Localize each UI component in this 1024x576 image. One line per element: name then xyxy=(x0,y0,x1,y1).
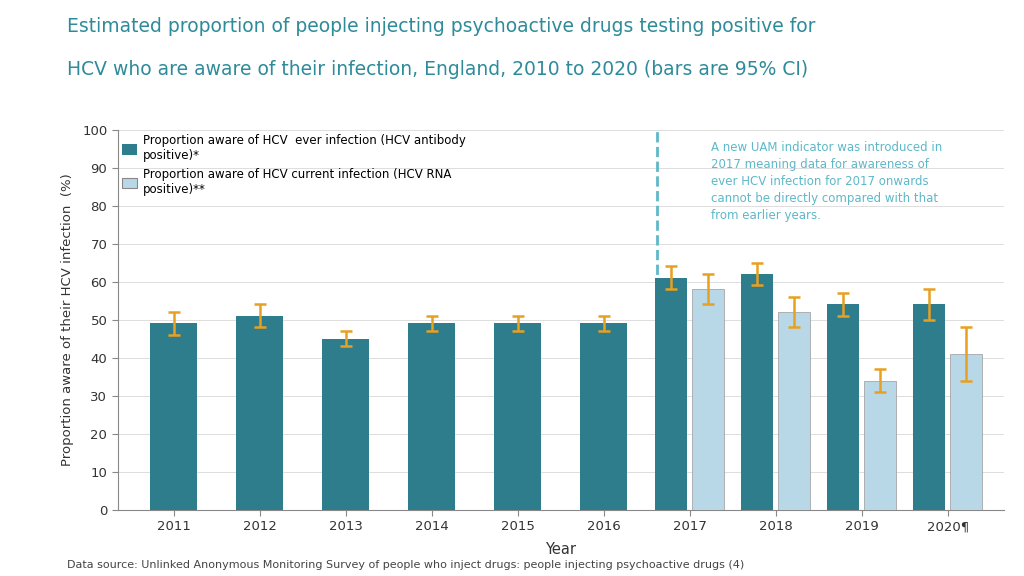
Bar xyxy=(322,339,370,510)
Bar xyxy=(740,274,773,510)
Legend: Proportion aware of HCV  ever infection (HCV antibody
positive)*, Proportion awa: Proportion aware of HCV ever infection (… xyxy=(118,130,470,201)
Bar xyxy=(236,316,284,510)
Text: Estimated proportion of people injecting psychoactive drugs testing positive for: Estimated proportion of people injecting… xyxy=(67,17,815,36)
Bar xyxy=(826,305,859,510)
Text: A new UAM indicator was introduced in
2017 meaning data for awareness of
ever HC: A new UAM indicator was introduced in 20… xyxy=(711,141,942,222)
Text: HCV who are aware of their infection, England, 2010 to 2020 (bars are 95% CI): HCV who are aware of their infection, En… xyxy=(67,60,808,79)
Text: Data source: Unlinked Anonymous Monitoring Survey of people who inject drugs: pe: Data source: Unlinked Anonymous Monitori… xyxy=(67,560,743,570)
Bar xyxy=(778,312,810,510)
Bar xyxy=(692,289,724,510)
Bar xyxy=(654,278,687,510)
X-axis label: Year: Year xyxy=(545,541,577,556)
Bar xyxy=(150,324,198,510)
Bar xyxy=(950,354,982,510)
Bar xyxy=(912,305,945,510)
Bar xyxy=(494,324,542,510)
Bar xyxy=(580,324,628,510)
Bar xyxy=(408,324,456,510)
Y-axis label: Proportion aware of their HCV infection  (%): Proportion aware of their HCV infection … xyxy=(60,173,74,466)
Bar xyxy=(864,381,896,510)
